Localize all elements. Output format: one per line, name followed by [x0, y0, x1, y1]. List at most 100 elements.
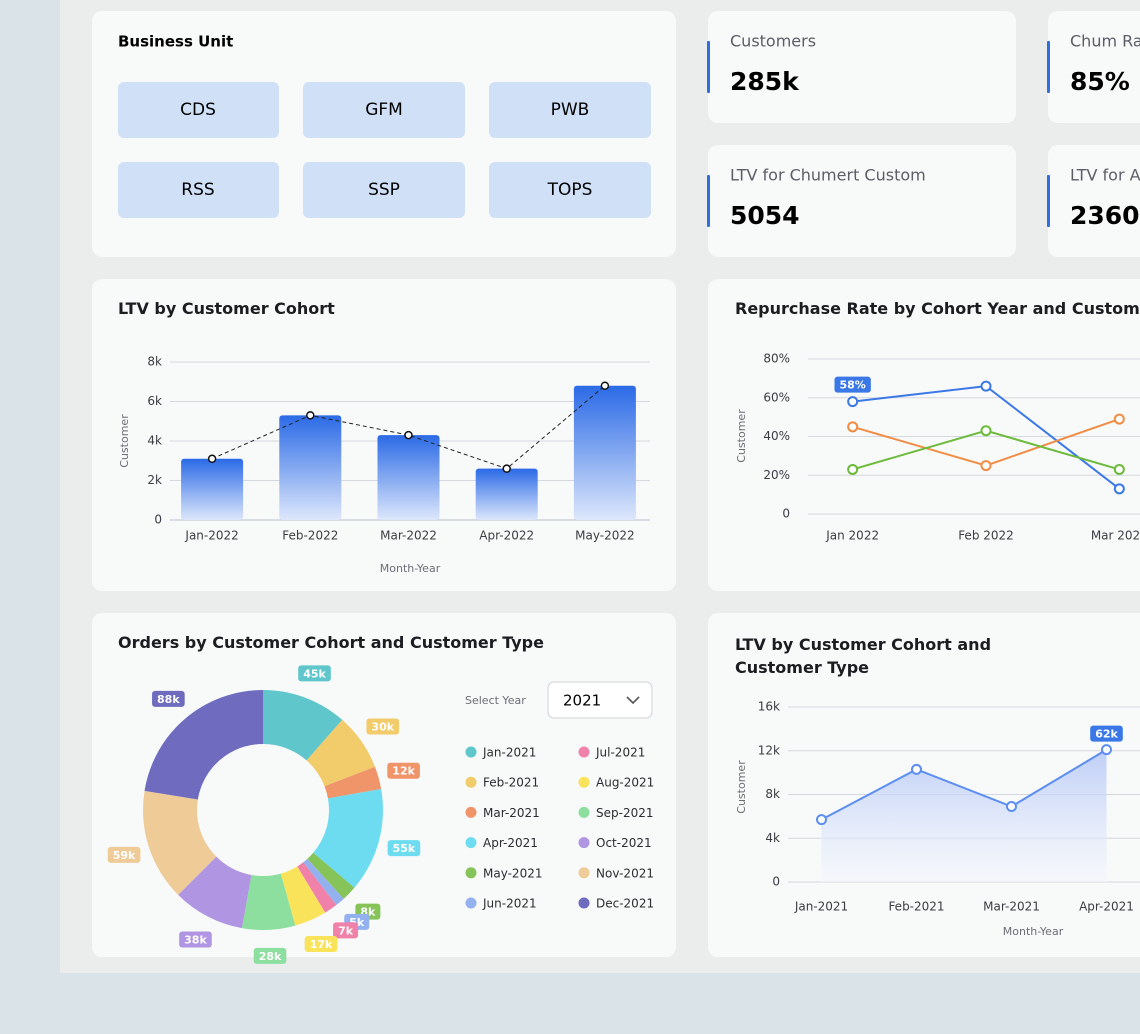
point: [1113, 483, 1125, 495]
badge-bg: [152, 690, 185, 707]
year-select[interactable]: [547, 681, 653, 719]
pie-slice: [280, 866, 326, 926]
x-tick-label: Mar-2022: [380, 529, 437, 543]
legend-label: Mar-2021: [483, 806, 540, 820]
y-tick-label: 0: [782, 507, 790, 521]
kpi-accents: [707, 41, 1050, 227]
badge-bg: [1090, 725, 1123, 742]
legend-swatch: [578, 837, 590, 849]
legend-label: Sep-2021: [596, 806, 654, 820]
badge-bg: [387, 762, 420, 779]
badge-bg: [834, 376, 871, 393]
y-tick-label: 8k: [147, 355, 162, 369]
unit-button[interactable]: [489, 82, 651, 138]
point: [1101, 744, 1112, 756]
y-axis-label: Customer: [118, 414, 131, 468]
badge-bg: [304, 935, 338, 952]
legend-swatch: [578, 897, 590, 909]
unit-label[interactable]: TOPS: [547, 180, 593, 200]
x-tick-label: Apr-2022: [479, 529, 534, 543]
unit-label[interactable]: SSP: [368, 180, 400, 200]
bar: [475, 468, 538, 520]
pie-slice: [263, 690, 343, 761]
unit-label[interactable]: PWB: [551, 100, 590, 120]
badge-label: 59k: [113, 849, 136, 862]
unit-button[interactable]: [489, 162, 651, 218]
badge-label: 38k: [184, 933, 207, 946]
x-tick-label: Mar-2021: [983, 900, 1040, 914]
y-tick-label: 40%: [763, 429, 790, 443]
y-axis-label: Customer: [735, 409, 748, 463]
pie-slice: [303, 858, 344, 906]
x-tick-label: Mar 2022: [1091, 529, 1140, 543]
y-tick-label: 16k: [758, 700, 780, 714]
legend-label: Apr-2021: [483, 836, 538, 850]
badge-label: 12k: [392, 765, 415, 778]
unit-label[interactable]: GFM: [365, 100, 403, 120]
legend-label: May-2021: [483, 866, 542, 880]
badge: 45k: [298, 665, 331, 682]
unit-label[interactable]: RSS: [181, 180, 214, 200]
x-tick-label: Jan 2022: [825, 529, 879, 543]
unit-button[interactable]: [303, 162, 465, 218]
pie-slice: [313, 788, 383, 888]
bar: [377, 435, 440, 520]
y-tick-label: 0: [772, 875, 780, 889]
select-label: Select Year: [465, 694, 526, 707]
pie-slice: [324, 766, 382, 799]
y-tick-label: 80%: [763, 352, 790, 366]
x-tick-label: Feb-2021: [888, 900, 944, 914]
badge-label: 45k: [303, 667, 326, 680]
line: [821, 748, 1108, 821]
kpi-value: 85%: [1070, 67, 1130, 96]
pie-slice: [306, 719, 375, 787]
badge: 38k: [179, 931, 212, 948]
bar: [279, 415, 342, 520]
unit-button[interactable]: [303, 82, 465, 138]
legend-swatch: [465, 837, 477, 849]
pie-slice: [143, 790, 217, 895]
pie-slice: [297, 862, 337, 913]
year-select-value[interactable]: 2021: [563, 692, 601, 710]
kpi-value: 285k: [730, 67, 800, 96]
badge-label: 17k: [310, 938, 333, 951]
legend-swatch: [465, 746, 477, 758]
legend-swatch: [465, 867, 477, 879]
point: [980, 460, 992, 472]
legend-swatch: [465, 806, 477, 818]
y-axis-label: Customer: [735, 760, 748, 814]
badge-bg: [333, 922, 359, 939]
unit-button[interactable]: [118, 82, 279, 138]
badge: 28k: [253, 947, 287, 964]
kpi-label: LTV for Chumert Custom: [730, 166, 926, 185]
badge-label: 88k: [157, 693, 180, 706]
point: [1113, 413, 1125, 425]
trend-point: [404, 430, 413, 440]
chart-title: Repurchase Rate by Cohort Year and Custo…: [735, 299, 1140, 318]
chart-title: Orders by Customer Cohort and Customer T…: [118, 633, 544, 652]
bar: [181, 458, 244, 520]
trend-point: [207, 454, 217, 464]
legend-swatch: [465, 776, 477, 788]
legend-label: Jun-2021: [482, 897, 537, 911]
point: [847, 396, 859, 408]
kpi-label: LTV for A: [1070, 166, 1140, 185]
legend-label: Feb-2021: [483, 776, 539, 790]
unit-buttons: [118, 82, 651, 218]
point: [816, 814, 827, 826]
badge-bg: [366, 718, 400, 735]
legend-swatch: [578, 867, 590, 879]
badge-label: 30k: [371, 720, 394, 733]
legend-label: Jan-2021: [482, 746, 536, 760]
y-tick-label: 2k: [147, 473, 162, 487]
badge-bg: [387, 840, 421, 857]
unit-label[interactable]: CDS: [180, 100, 216, 120]
badge: 55k: [387, 840, 421, 857]
y-tick-label: 4k: [147, 434, 162, 448]
badge-label: 7k: [338, 924, 354, 937]
legend-swatch: [578, 746, 590, 758]
badge: 30k: [366, 718, 400, 735]
chevron[interactable]: [626, 696, 640, 705]
unit-button[interactable]: [118, 162, 279, 218]
y-tick-label: 60%: [763, 390, 790, 404]
